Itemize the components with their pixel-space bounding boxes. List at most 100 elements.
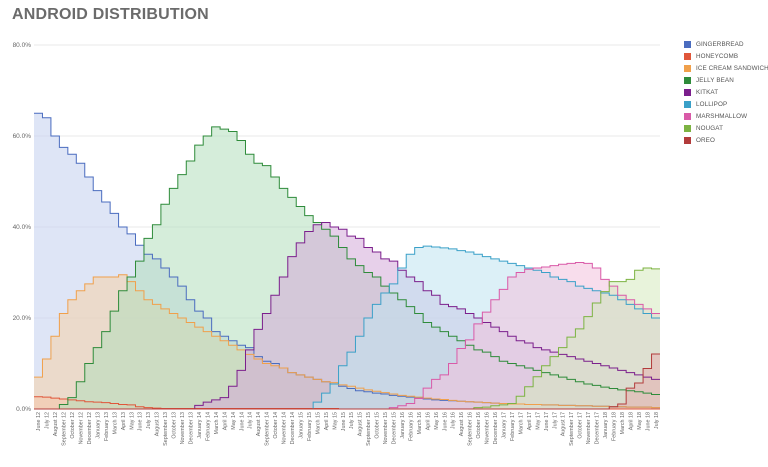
- x-tick-label: September 14: [265, 412, 271, 446]
- legend-swatch: [684, 100, 691, 108]
- x-tick-label: May 14: [231, 412, 237, 430]
- legend-label: OREO: [696, 136, 715, 144]
- legend-label: JELLY BEAN: [696, 76, 734, 84]
- x-tick-label: May 13: [129, 412, 135, 430]
- legend-item: JELLY BEAN: [684, 74, 768, 86]
- legend-swatch: [684, 88, 691, 96]
- x-tick-label: October 14: [273, 412, 279, 439]
- x-tick-label: August 12: [53, 412, 59, 436]
- legend-label: HONEYCOMB: [696, 52, 739, 60]
- legend-item: GINGERBREAD: [684, 38, 768, 50]
- y-axis: 0.0% 20.0% 40.0% 60.0% 80.0%: [13, 42, 32, 413]
- series-area-marshmallow: [34, 262, 660, 409]
- x-tick-label: April 17: [527, 412, 533, 430]
- x-tick-label: August 15: [358, 412, 364, 436]
- chart-legend: GINGERBREAD HONEYCOMB ICE CREAM SANDWICH JE…: [684, 38, 768, 146]
- legend-item: OREO: [684, 134, 768, 146]
- series-line-kitkat: [34, 221, 660, 410]
- x-tick-label: November 16: [485, 412, 491, 444]
- x-axis: June 12 July 12 August 12 September 12 Octob…: [36, 412, 660, 446]
- x-tick-label: February 13: [104, 412, 110, 441]
- legend-swatch: [684, 64, 691, 72]
- x-tick-label: October 16: [476, 412, 482, 439]
- x-tick-label: June 15: [341, 412, 347, 431]
- x-tick-label: July 16: [451, 412, 457, 429]
- x-tick-label: May 17: [535, 412, 541, 430]
- x-tick-label: January 14: [197, 412, 203, 439]
- x-tick-label: November 14: [282, 412, 288, 444]
- x-tick-label: November 12: [79, 412, 85, 444]
- legend-item: HONEYCOMB: [684, 50, 768, 62]
- x-tick-label: February 18: [611, 412, 617, 441]
- y-tick-label: 40.0%: [13, 224, 32, 231]
- legend-swatch: [684, 136, 691, 144]
- x-tick-label: December 12: [87, 412, 93, 444]
- x-tick-label: September 16: [468, 412, 474, 446]
- x-tick-label: March 14: [214, 412, 220, 434]
- x-tick-label: May 18: [637, 412, 643, 430]
- x-tick-label: May 16: [434, 412, 440, 430]
- x-tick-label: September 15: [366, 412, 372, 446]
- x-tick-label: October 13: [172, 412, 178, 439]
- x-tick-label: June 16: [442, 412, 448, 431]
- x-tick-label: October 15: [375, 412, 381, 439]
- x-tick-label: June 13: [138, 412, 144, 431]
- x-tick-label: June 12: [36, 412, 42, 431]
- series-line-ice-cream-sandwich: [34, 274, 660, 409]
- x-tick-label: January 16: [400, 412, 406, 439]
- x-tick-label: October 12: [70, 412, 76, 439]
- x-tick-label: April 13: [121, 412, 127, 430]
- legend-item: NOUGAT: [684, 122, 768, 134]
- x-tick-label: November 17: [586, 412, 592, 444]
- x-tick-label: December 13: [189, 412, 195, 444]
- x-tick-label: December 14: [290, 412, 296, 444]
- x-tick-label: May 15: [332, 412, 338, 430]
- x-tick-label: August 16: [459, 412, 465, 436]
- y-tick-label: 80.0%: [13, 42, 32, 49]
- legend-label: NOUGAT: [696, 124, 724, 132]
- x-tick-label: February 14: [205, 412, 211, 441]
- x-tick-label: July 17: [552, 412, 558, 429]
- x-tick-label: July 13: [146, 412, 152, 429]
- x-tick-label: March 13: [112, 412, 118, 434]
- x-tick-label: August 17: [561, 412, 567, 436]
- x-tick-label: August 14: [256, 412, 262, 436]
- x-tick-label: April 14: [222, 412, 228, 430]
- x-tick-label: March 16: [417, 412, 423, 434]
- x-tick-label: April 18: [628, 412, 634, 430]
- x-tick-label: March 17: [518, 412, 524, 434]
- x-tick-label: August 13: [155, 412, 161, 436]
- legend-label: GINGERBREAD: [696, 40, 744, 48]
- x-tick-label: June 18: [645, 412, 651, 431]
- x-tick-label: July 12: [45, 412, 51, 429]
- x-tick-label: April 16: [425, 412, 431, 430]
- x-tick-label: September 13: [163, 412, 169, 446]
- x-tick-label: July 15: [349, 412, 355, 429]
- x-tick-label: June 14: [239, 412, 245, 431]
- x-tick-label: January 13: [95, 412, 101, 439]
- legend-label: MARSHMALLOW: [696, 112, 748, 120]
- legend-item: MARSHMALLOW: [684, 110, 768, 122]
- legend-swatch: [684, 124, 691, 132]
- x-tick-label: April 15: [324, 412, 330, 430]
- x-tick-label: February 16: [408, 412, 414, 441]
- chart-title: ANDROID DISTRIBUTION: [12, 6, 209, 23]
- x-tick-label: July 18: [654, 412, 660, 429]
- x-tick-label: November 13: [180, 412, 186, 444]
- x-tick-label: January 15: [298, 412, 304, 439]
- y-tick-label: 0.0%: [16, 406, 31, 413]
- y-tick-label: 20.0%: [13, 315, 32, 322]
- legend-item: LOLLIPOP: [684, 98, 768, 110]
- legend-label: ICE CREAM SANDWICH: [696, 64, 768, 72]
- x-tick-label: July 14: [248, 412, 254, 429]
- legend-swatch: [684, 52, 691, 60]
- x-tick-label: March 15: [315, 412, 321, 434]
- x-tick-label: October 17: [578, 412, 584, 439]
- x-tick-label: September 17: [569, 412, 575, 446]
- legend-item: ICE CREAM SANDWICH: [684, 62, 768, 74]
- series-areas: [34, 112, 660, 410]
- series-line-oreo: [34, 353, 660, 410]
- x-tick-label: December 15: [392, 412, 398, 444]
- x-tick-label: February 15: [307, 412, 313, 441]
